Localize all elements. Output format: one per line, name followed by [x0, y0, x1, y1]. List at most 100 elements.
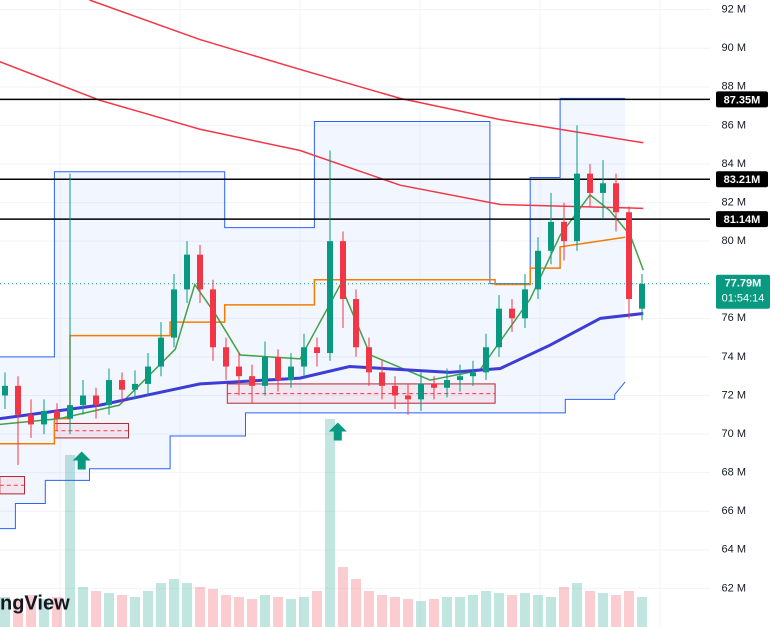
candle-body [119, 380, 125, 390]
candle-body [600, 183, 606, 193]
candle-body [275, 356, 281, 381]
volume-bar [234, 597, 244, 627]
y-tick-label: 64 M [722, 544, 746, 556]
y-tick-label: 86 M [722, 119, 746, 131]
candle-body [301, 347, 307, 367]
volume-bar [130, 597, 140, 627]
candle-body [288, 366, 294, 381]
volume-bar [624, 591, 634, 627]
volume-bar [559, 587, 569, 627]
volume-bar [455, 597, 465, 627]
candle-body [639, 283, 645, 309]
volume-bar [65, 455, 75, 627]
candle-body [431, 383, 437, 388]
candle-body [2, 385, 8, 396]
volume-bar [572, 583, 582, 627]
candle-body [457, 376, 463, 381]
candle-body [145, 366, 151, 384]
volume-bar [182, 583, 192, 627]
indicator-line [89, 0, 644, 144]
last-price-label: 77.79M [725, 278, 762, 290]
candle-body [470, 372, 476, 377]
volume-bar [377, 595, 387, 627]
volume-bar [351, 579, 361, 627]
y-tick-label: 70 M [722, 428, 746, 440]
candle-body [158, 337, 164, 367]
candle-body [184, 254, 190, 290]
candle-body [106, 380, 112, 406]
candle-body [418, 383, 424, 400]
candle-body [171, 289, 177, 338]
candle-body [67, 405, 73, 419]
volume-bar [598, 593, 608, 627]
level-label-box [716, 211, 768, 228]
candle-body [496, 308, 502, 348]
volume-bar [533, 595, 543, 627]
candle-body [210, 289, 216, 348]
candle-body [132, 383, 138, 390]
volume-bar [390, 597, 400, 627]
channel-fill [0, 98, 626, 529]
candle-body [262, 356, 268, 386]
candle-body [80, 395, 86, 406]
volume-bar [416, 601, 426, 627]
y-tick-label: 72 M [722, 389, 746, 401]
candle-body [41, 410, 47, 425]
volume-bar [143, 591, 153, 627]
y-tick-label: 62 M [722, 582, 746, 594]
candle-body [392, 385, 398, 396]
candle-body [15, 385, 21, 415]
vertical-grid [59, 0, 661, 627]
volume-bar [325, 419, 335, 627]
volume-bar [0, 597, 10, 627]
volume-bar [221, 595, 231, 627]
y-tick-label: 74 M [722, 351, 746, 363]
y-tick-label: 66 M [722, 505, 746, 517]
volume-bar [78, 587, 88, 627]
candle-body [366, 347, 372, 373]
y-tick-label: 80 M [722, 235, 746, 247]
candle-body [379, 372, 385, 386]
volume-bar [26, 595, 36, 627]
y-tick-label: 92 M [722, 4, 746, 16]
signal-arrow [72, 451, 91, 470]
candle-body [223, 347, 229, 367]
candle-body [405, 395, 411, 400]
indicator-line [0, 61, 644, 210]
channel-lower [0, 381, 626, 530]
candle-body [626, 212, 632, 300]
volume-bar [585, 591, 595, 627]
volume-bar [637, 597, 647, 627]
volume-bar [91, 591, 101, 627]
y-tick-label: 82 M [722, 196, 746, 208]
volume-bar [117, 595, 127, 627]
volume-bar [364, 591, 374, 627]
volume-bar [286, 599, 296, 627]
y-tick-label: 76 M [722, 312, 746, 324]
candle-body [561, 221, 567, 242]
watermark: ngView [0, 592, 70, 614]
volume-bar [507, 595, 517, 627]
candle-body [522, 289, 528, 319]
candle-body [197, 254, 203, 290]
y-tick-label: 68 M [722, 467, 746, 479]
volume-bar [299, 597, 309, 627]
candle-body [249, 376, 255, 386]
level-label: 83.21M [724, 174, 761, 186]
countdown: 01:54:14 [722, 293, 765, 305]
candle-body [535, 250, 541, 290]
candle-body [327, 241, 333, 354]
volume-bar [312, 591, 322, 627]
volume-bar [247, 599, 257, 627]
candle-body [483, 347, 489, 373]
candle-body [509, 308, 515, 319]
volume-bar [208, 589, 218, 627]
volume-bar [169, 579, 179, 627]
volume-bar [39, 599, 49, 627]
volume-bar [156, 583, 166, 627]
level-label-box [716, 171, 768, 188]
candle-body [93, 395, 99, 406]
volume-bar [403, 599, 413, 627]
y-tick-label: 90 M [722, 42, 746, 54]
